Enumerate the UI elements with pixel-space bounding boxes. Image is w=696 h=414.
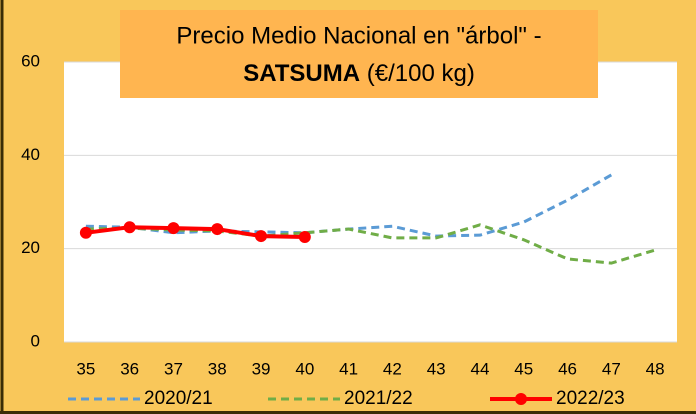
lines	[79, 173, 656, 265]
legend-label: 2020/21	[144, 388, 213, 409]
data-point	[211, 223, 224, 236]
data-point	[123, 221, 136, 234]
legend-label: 2021/22	[344, 388, 413, 409]
plot-area	[64, 62, 677, 342]
y-tick-label: 0	[31, 331, 40, 350]
y-tick-label: 60	[21, 51, 40, 70]
x-tick-label: 46	[558, 359, 577, 378]
title-box	[120, 10, 598, 98]
legend-marker	[515, 393, 527, 405]
chart-title-line2: SATSUMA (€/100 kg)	[243, 60, 475, 87]
x-tick-label: 35	[76, 359, 95, 378]
data-point	[298, 231, 311, 243]
series-line	[85, 225, 305, 239]
x-tick-label: 42	[383, 359, 402, 378]
x-tick-label: 39	[252, 359, 271, 378]
data-point	[167, 222, 180, 235]
x-tick-label: 43	[427, 359, 446, 378]
y-tick-label: 20	[21, 238, 40, 257]
x-tick-label: 36	[120, 359, 139, 378]
x-tick-label: 44	[471, 359, 490, 378]
title-rest: (€/100 kg)	[360, 60, 475, 87]
x-tick-label: 47	[602, 359, 621, 378]
x-tick-label: 40	[295, 359, 314, 378]
title-bold: SATSUMA	[243, 60, 360, 87]
data-point	[79, 226, 92, 239]
x-tick-label: 37	[164, 359, 183, 378]
chart-title: Precio Medio Nacional en "árbol" -	[176, 22, 541, 49]
data-point	[255, 230, 268, 243]
x-tick-label: 41	[339, 359, 358, 378]
legend-label: 2022/23	[556, 388, 625, 409]
x-tick-label: 38	[208, 359, 227, 378]
y-tick-label: 40	[21, 145, 40, 164]
x-tick-label: 48	[646, 359, 665, 378]
x-tick-label: 45	[514, 359, 533, 378]
